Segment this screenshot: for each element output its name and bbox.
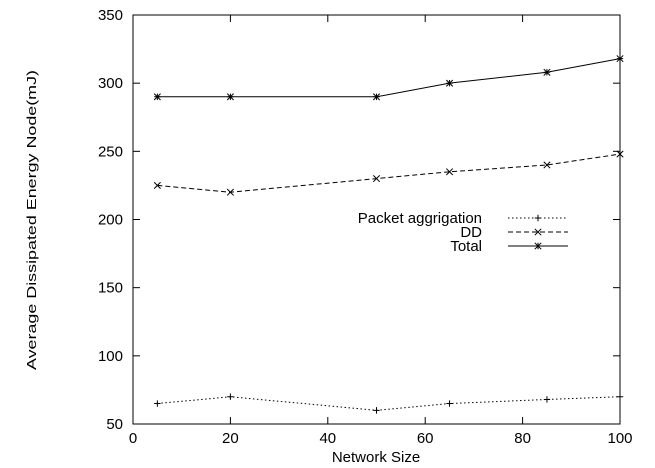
data-point bbox=[372, 93, 381, 101]
data-point bbox=[373, 407, 380, 414]
data-point bbox=[543, 68, 551, 76]
series-line bbox=[157, 396, 621, 411]
data-point bbox=[543, 161, 551, 169]
y-tick-label: 350 bbox=[98, 7, 123, 24]
data-point bbox=[226, 93, 234, 101]
y-tick-label: 150 bbox=[98, 280, 123, 297]
series-3 bbox=[153, 55, 624, 101]
series-2 bbox=[153, 150, 624, 196]
y-axis-title: Average Dissipated Energy Node(mJ) bbox=[24, 70, 39, 370]
y-tick-label: 300 bbox=[98, 75, 123, 92]
legend-item: Total bbox=[450, 238, 568, 255]
legend-marker bbox=[534, 228, 542, 236]
data-point bbox=[445, 168, 454, 176]
legend-label: Total bbox=[450, 238, 482, 255]
data-point bbox=[445, 79, 454, 87]
legend-marker bbox=[534, 214, 542, 222]
y-tick-label: 250 bbox=[98, 143, 123, 160]
x-tick-label: 100 bbox=[607, 430, 632, 447]
series-layer bbox=[153, 55, 624, 414]
axis-ticks bbox=[132, 14, 621, 425]
x-tick-label: 80 bbox=[514, 430, 531, 447]
data-point bbox=[227, 393, 234, 400]
data-point bbox=[153, 93, 161, 101]
x-tick-labels: 0 20 40 60 80 100 bbox=[129, 430, 633, 447]
y-tick-label: 200 bbox=[98, 212, 123, 229]
x-tick-label: 0 bbox=[129, 430, 137, 447]
legend-label: DD bbox=[460, 224, 482, 241]
legend-item: Packet aggrigation bbox=[358, 210, 568, 227]
series-line bbox=[157, 153, 621, 193]
x-tick-label: 60 bbox=[417, 430, 434, 447]
x-tick-label: 40 bbox=[319, 430, 336, 447]
data-point bbox=[616, 55, 624, 63]
legend-label: Packet aggrigation bbox=[358, 210, 482, 227]
data-point bbox=[226, 188, 234, 196]
legend-marker bbox=[534, 242, 542, 250]
data-point bbox=[616, 393, 624, 400]
series-1 bbox=[154, 393, 624, 414]
y-tick-labels: 50 100 150 200 250 300 350 bbox=[98, 7, 123, 433]
x-tick-label: 20 bbox=[222, 430, 239, 447]
data-point bbox=[543, 396, 551, 403]
x-axis-title: Network Size bbox=[332, 449, 420, 466]
y-tick-label: 100 bbox=[98, 348, 123, 365]
data-point bbox=[616, 150, 624, 158]
data-point bbox=[154, 400, 161, 407]
data-point bbox=[153, 181, 161, 189]
y-tick-label: 50 bbox=[106, 416, 123, 433]
series-line bbox=[157, 58, 621, 98]
data-point bbox=[446, 400, 453, 407]
legend-item: DD bbox=[460, 224, 568, 241]
data-point bbox=[372, 175, 381, 183]
